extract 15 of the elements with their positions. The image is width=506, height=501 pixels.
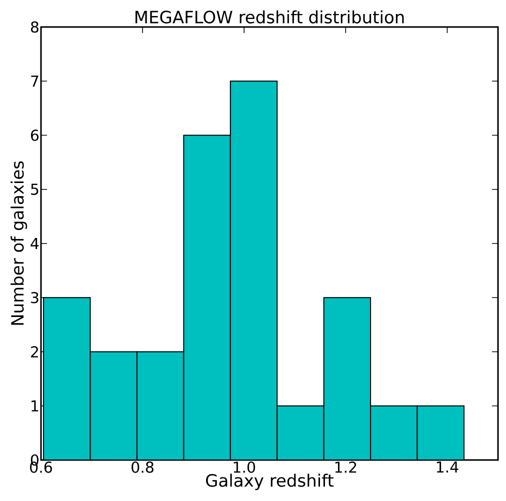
y-tick-label: 3 xyxy=(31,292,38,304)
y-tick-label: 4 xyxy=(30,238,39,249)
x-axis-title: Galaxy redshift xyxy=(206,474,334,490)
chart-title: MEGAFLOW redshift distribution xyxy=(136,10,404,24)
y-tick-label: 8 xyxy=(30,21,38,33)
y-tick-label: 7 xyxy=(31,76,38,87)
y-axis-title: Number of galaxies xyxy=(10,161,28,325)
y-tick-label: 1 xyxy=(32,400,38,412)
x-tick-label: 1.0 xyxy=(234,462,256,473)
y-tick-label: 6 xyxy=(30,130,39,141)
x-tick-label: 1.4 xyxy=(436,462,458,472)
y-tick-label: 2 xyxy=(31,346,38,358)
x-tick-label: 1.2 xyxy=(335,462,356,473)
y-tick-label: 5 xyxy=(31,184,38,195)
x-tick-label: 0.8 xyxy=(132,462,154,473)
